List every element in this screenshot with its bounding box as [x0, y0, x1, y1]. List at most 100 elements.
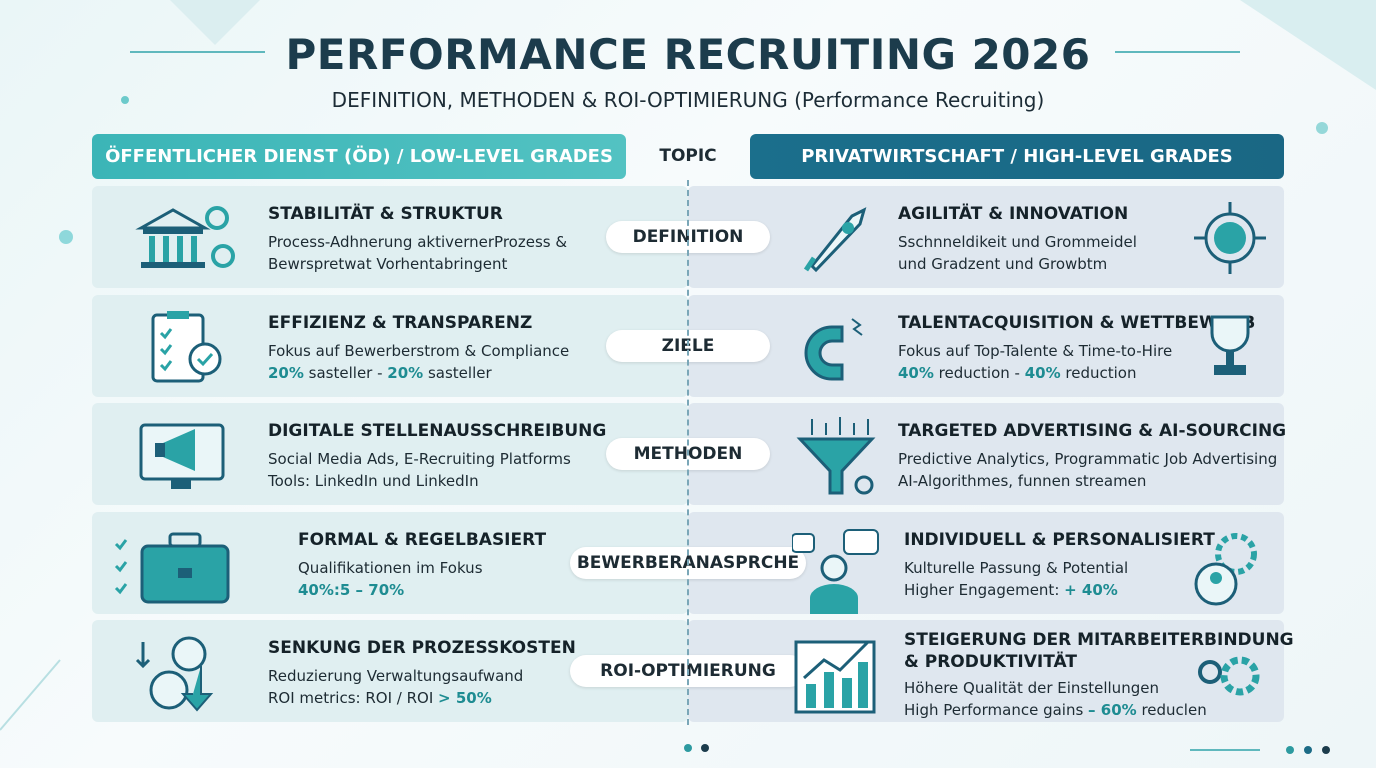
text-block: DIGITALE STELLENAUSSCHREIBUNG Social Medi… [268, 420, 606, 492]
text-segment: 20% [268, 364, 304, 382]
icon [112, 524, 242, 612]
icon-graphic [114, 532, 230, 604]
icon [135, 632, 265, 720]
text-segment: 40%:5 – 70% [298, 581, 405, 599]
icon [1190, 524, 1280, 612]
text-block: EFFIZIENZ & TRANSPARENZ Fokus auf Bewerbe… [268, 312, 569, 384]
text-segment: + 40% [1064, 581, 1118, 599]
text-block: TARGETED ADVERTISING & AI-SOURCING Predic… [898, 420, 1286, 492]
item-line: ROI metrics: ROI / ROI > 50% [268, 687, 576, 709]
text-block: FORMAL & REGELBASIERT Qualifikationen im … [298, 529, 546, 601]
icon-graphic [139, 423, 225, 489]
text-block: TALENTACQUISITION & WETTBEWERB Fokus auf … [898, 312, 1255, 384]
item-line: 20% sasteller - 20% sasteller [268, 362, 569, 384]
icon-graphic [1194, 202, 1266, 274]
item-line: Sschnneldikeit und Grommeidel [898, 231, 1137, 253]
text-segment: 20% [387, 364, 424, 382]
icon [135, 415, 265, 503]
icon [792, 307, 892, 403]
right-panel [688, 295, 1284, 397]
icon [1190, 632, 1280, 720]
icon-graphic [1194, 533, 1257, 606]
item-line: Higher Engagement: + 40% [904, 579, 1215, 601]
text-segment: Social Media Ads, E-Recruiting Platforms [268, 450, 571, 468]
item-line: Social Media Ads, E-Recruiting Platforms [268, 448, 606, 470]
item-line: Reduzierung Verwaltungsaufwand [268, 665, 576, 687]
text-segment: und Gradzent und Growbtm [898, 255, 1108, 273]
item-line: Qualifikationen im Fokus [298, 557, 546, 579]
right-panel [688, 403, 1284, 505]
item-title: AGILITÄT & INNOVATION [898, 204, 1129, 224]
right-panel [688, 186, 1284, 288]
item-line: Tools: LinkedIn und LinkedIn [268, 470, 606, 492]
divider [687, 180, 689, 725]
text-segment: AI-Algorithmes, funnen streamen [898, 472, 1147, 490]
text-segment: 40% [1024, 364, 1061, 382]
text-segment: reduction - [933, 364, 1025, 382]
text-block: STABILITÄT & STRUKTUR Process-Adhnerung a… [268, 203, 567, 275]
item-line: AI-Algorithmes, funnen streamen [898, 470, 1286, 492]
column-header: ÖFFENTLICHER DIENST (ÖD) / LOW-LEVEL GRA… [92, 134, 626, 179]
text-segment: High Performance gains [904, 701, 1089, 719]
item-line: Process-Adhnerung aktivernerProzess & [268, 231, 567, 253]
text-segment: 40% [898, 364, 934, 382]
icon [792, 632, 892, 728]
icon-graphic [804, 318, 863, 381]
text-segment: reduclen [1136, 701, 1207, 719]
subtitle: DEFINITION, METHODEN & ROI-OPTIMIERUNG (… [331, 88, 1045, 112]
item-line: und Gradzent und Growbtm [898, 253, 1137, 275]
title: PERFORMANCE RECRUITING 2026 [285, 30, 1091, 79]
item-line: 40%:5 – 70% [298, 579, 546, 601]
text-segment: Bewrspretwat Vorhentabringent [268, 255, 508, 273]
item-title: & PRODUKTIVITÄT [904, 652, 1077, 672]
item-line: Fokus auf Bewerberstrom & Compliance [268, 340, 569, 362]
text-segment: Tools: LinkedIn und LinkedIn [268, 472, 479, 490]
item-line: Höhere Qualität der Einstellungen [904, 677, 1294, 699]
text-segment: sasteller - [303, 364, 388, 382]
icon-graphic [1198, 656, 1260, 696]
icon-graphic [135, 636, 214, 712]
text-segment: Higher Engagement: [904, 581, 1065, 599]
text-block: SENKUNG DER PROZESSKOSTEN Reduzierung Ver… [268, 637, 576, 709]
text-segment: > 50% [438, 689, 492, 707]
text-segment: Predictive Analytics, Programmatic Job A… [898, 450, 1278, 468]
text-block: AGILITÄT & INNOVATION Sschnneldikeit und … [898, 203, 1137, 275]
icon [791, 524, 892, 620]
icon-graphic [151, 311, 222, 383]
icon-graphic [791, 529, 879, 614]
icon [1190, 198, 1280, 286]
icon [792, 198, 892, 294]
icon-graphic [803, 207, 867, 273]
text-segment: Höhere Qualität der Einstellungen [904, 679, 1159, 697]
item-line: Kulturelle Passung & Potential [904, 557, 1215, 579]
item-title: FORMAL & REGELBASIERT [298, 530, 547, 550]
column-header: PRIVATWIRTSCHAFT / HIGH-LEVEL GRADES [750, 134, 1284, 179]
text-segment: – 60% [1088, 701, 1137, 719]
icon [135, 198, 265, 286]
text-segment: Qualifikationen im Fokus [298, 559, 483, 577]
item-title: EFFIZIENZ & TRANSPARENZ [268, 313, 533, 333]
text-segment: ROI metrics: ROI / ROI [268, 689, 439, 707]
icon [1190, 307, 1280, 395]
text-segment: sasteller [423, 364, 492, 382]
item-title: SENKUNG DER PROZESSKOSTEN [268, 638, 576, 658]
icon [135, 307, 265, 395]
icon-graphic [1210, 315, 1250, 375]
text-segment: Kulturelle Passung & Potential [904, 559, 1129, 577]
text-segment: reduction [1060, 364, 1137, 382]
item-line: 40% reduction - 40% reduction [898, 362, 1255, 384]
icon-graphic [794, 640, 876, 714]
item-line: High Performance gains – 60% reduclen [904, 699, 1294, 721]
column-header: TOPIC [659, 146, 717, 166]
text-segment: Reduzierung Verwaltungsaufwand [268, 667, 524, 685]
icon-graphic [796, 417, 876, 495]
item-title: STEIGERUNG DER MITARBEITERBINDUNG [904, 630, 1294, 650]
text-block: STEIGERUNG DER MITARBEITERBINDUNG & PRODU… [904, 629, 1294, 721]
text-block: INDIVIDUELL & PERSONALISIERT Kulturelle P… [904, 529, 1215, 601]
icon-graphic [135, 206, 235, 268]
item-line: Bewrspretwat Vorhentabringent [268, 253, 567, 275]
item-title: TARGETED ADVERTISING & AI-SOURCING [898, 421, 1287, 441]
item-title: DIGITALE STELLENAUSSCHREIBUNG [268, 421, 607, 441]
